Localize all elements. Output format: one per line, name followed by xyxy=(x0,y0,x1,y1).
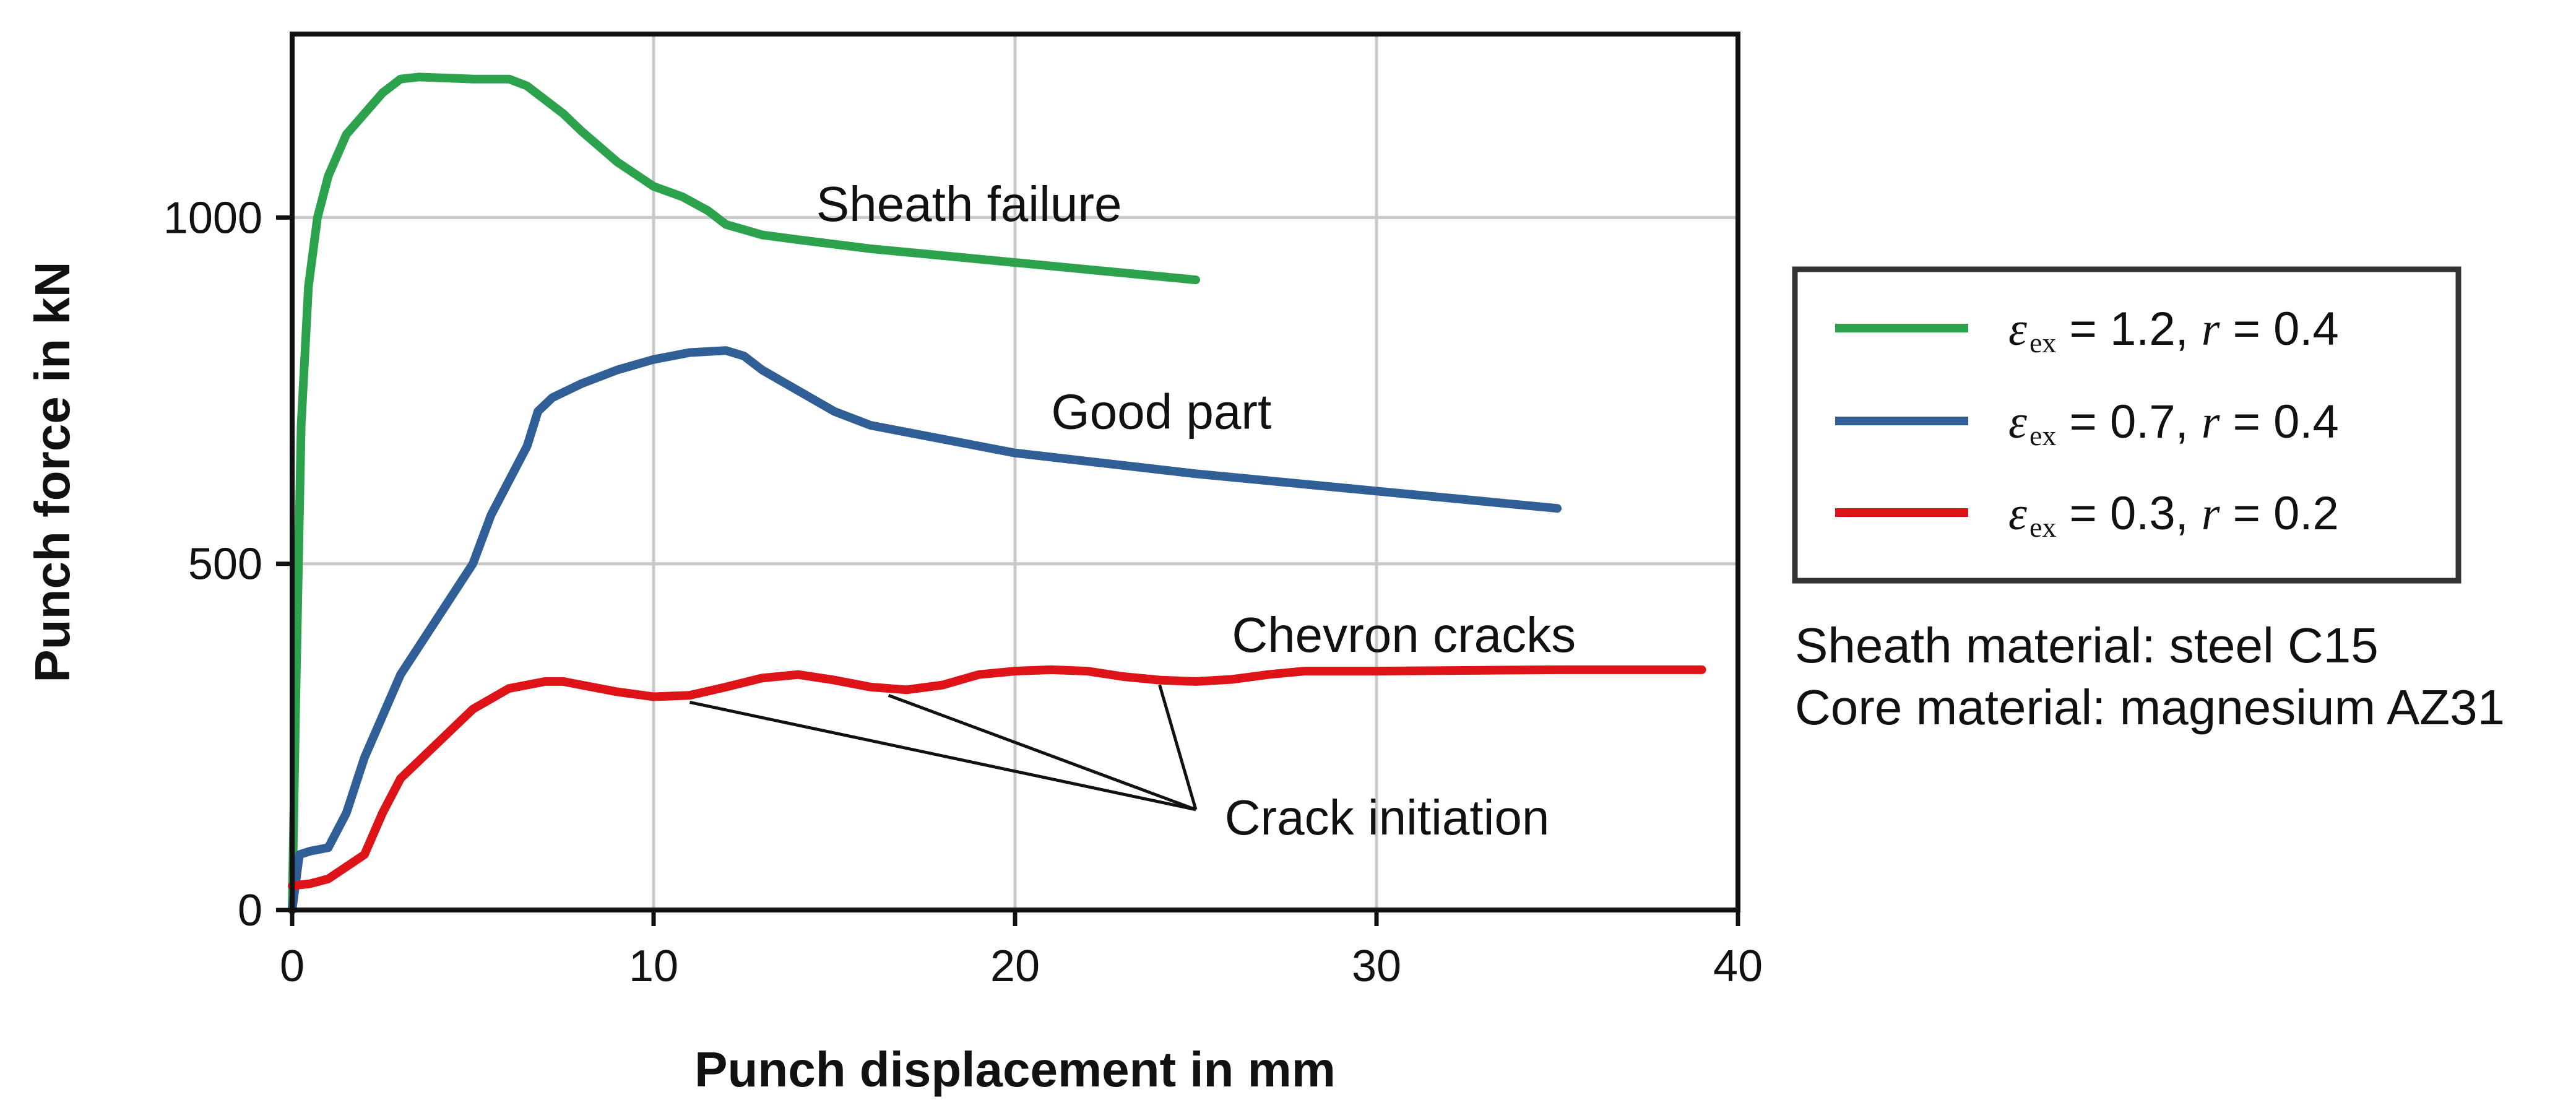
annotation-chevron-cracks: Chevron cracks xyxy=(1232,607,1576,662)
y-tick-label: 1000 xyxy=(163,193,262,243)
series-line-3 xyxy=(288,665,1706,890)
y-tick-label: 0 xyxy=(238,886,262,935)
series-line-1 xyxy=(288,72,1200,914)
material-notes: Sheath material: steel C15 Core material… xyxy=(1795,618,2505,735)
legend: εex = 1.2, r = 0.4 εex = 0.7, r = 0.4 εex … xyxy=(1792,266,2461,584)
legend-items: εex = 1.2, r = 0.4 εex = 0.7, r = 0.4 εex … xyxy=(1835,303,2339,543)
legend-label-2: εex = 0.7, r = 0.4 xyxy=(2008,396,2339,451)
x-tick-label: 0 xyxy=(280,942,305,991)
crack-pointer-line xyxy=(1158,684,1198,810)
crack-pointer-line xyxy=(689,700,1196,812)
legend-label-3: εex = 0.3, r = 0.2 xyxy=(2008,487,2339,543)
x-tick-label: 20 xyxy=(990,942,1040,991)
core-material-note: Core material: magnesium AZ31 xyxy=(1795,680,2505,735)
annotation-sheath-failure: Sheath failure xyxy=(816,176,1122,232)
crack-pointer-line xyxy=(888,693,1196,812)
axis-ticks: 0 10 20 30 40 0 500 1000 xyxy=(163,193,1763,991)
y-tick-label: 500 xyxy=(188,540,262,589)
sheath-material-note: Sheath material: steel C15 xyxy=(1795,618,2379,673)
grid xyxy=(292,34,1738,910)
series-line-2 xyxy=(288,346,1562,914)
series-layer xyxy=(288,72,1706,914)
annotation-crack-initiation: Crack initiation xyxy=(1225,790,1550,845)
x-axis-label: Punch displacement in mm xyxy=(694,1042,1336,1097)
x-tick-label: 30 xyxy=(1352,942,1401,991)
legend-label-1: εex = 1.2, r = 0.4 xyxy=(2008,303,2339,358)
crack-initiation-pointers xyxy=(689,684,1198,812)
y-axis-label: Punch force in kN xyxy=(25,261,80,682)
annotations: Sheath failure Good part Chevron cracks Cra… xyxy=(816,176,1576,845)
x-tick-label: 10 xyxy=(629,942,678,991)
annotation-good-part: Good part xyxy=(1051,384,1271,440)
x-tick-label: 40 xyxy=(1713,942,1763,991)
